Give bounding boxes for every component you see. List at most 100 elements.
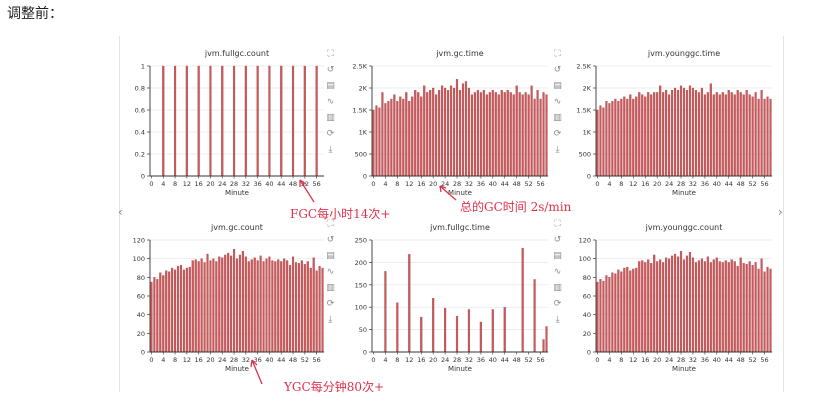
data-view-icon[interactable]: ▤	[553, 81, 562, 91]
bar	[721, 92, 724, 177]
bar	[176, 265, 180, 353]
x-tick-label: 40	[713, 356, 721, 364]
x-tick-label: 40	[265, 180, 273, 188]
bar	[521, 247, 524, 353]
y-tick-label: 100	[355, 304, 367, 312]
bar	[712, 259, 715, 353]
zoom-icon[interactable]: ⛶	[554, 49, 561, 59]
bar	[280, 261, 283, 353]
bar	[277, 259, 280, 353]
bar	[458, 90, 462, 177]
chart-gc-time: jvm.gc.time 0 500 1K 1.5K 2K 2.5K 0 4 8 12 16 20 24 28…	[342, 44, 554, 204]
undo-zoom-icon[interactable]: ↺	[326, 235, 335, 245]
bar-icon[interactable]: ▥	[553, 283, 562, 293]
line-icon[interactable]: ∿	[326, 97, 335, 107]
bar	[676, 256, 680, 353]
bar	[482, 90, 485, 177]
x-tick-label: 36	[254, 356, 262, 364]
x-tick-label: 24	[218, 356, 226, 364]
x-tick-label: 16	[641, 356, 649, 364]
line-icon[interactable]: ∿	[553, 97, 562, 107]
bar-icon[interactable]: ▥	[326, 113, 335, 123]
restore-icon[interactable]: ⟳	[553, 299, 562, 309]
download-icon[interactable]: ⤓	[328, 315, 333, 325]
nav-left-icon[interactable]: ‹	[118, 205, 123, 219]
data-view-icon[interactable]: ▤	[326, 81, 335, 91]
bar	[769, 98, 772, 177]
y-tick-label: 0	[587, 349, 591, 357]
y-tick-label: 20	[137, 330, 145, 338]
bar	[209, 65, 212, 177]
bar	[491, 309, 494, 353]
bar-icon[interactable]: ▥	[553, 113, 562, 123]
nav-right-icon[interactable]: ›	[778, 205, 783, 219]
line-icon[interactable]: ∿	[326, 267, 335, 277]
y-tick-label: 2K	[359, 85, 368, 93]
x-tick-label: 32	[242, 180, 250, 188]
bar	[650, 263, 653, 353]
bar	[745, 90, 748, 177]
bar	[291, 256, 295, 353]
bar	[530, 85, 533, 177]
restore-icon[interactable]: ⟳	[553, 129, 562, 139]
restore-icon[interactable]: ⟳	[326, 129, 335, 139]
x-tick-label: 28	[677, 180, 685, 188]
restore-icon[interactable]: ⟳	[326, 299, 335, 309]
download-icon[interactable]: ⤓	[328, 145, 333, 155]
bar	[512, 94, 515, 177]
bar	[426, 92, 429, 177]
x-tick-label: 20	[429, 180, 437, 188]
bar	[286, 260, 289, 353]
x-tick-label: 8	[173, 180, 177, 188]
annotation-ygc: YGC每分钟80次+	[284, 380, 385, 394]
bar	[171, 267, 174, 353]
bar	[303, 264, 306, 353]
bar	[727, 90, 730, 177]
x-tick-label: 4	[607, 356, 611, 364]
line-icon[interactable]: ∿	[553, 267, 562, 277]
data-view-icon[interactable]: ▤	[326, 251, 335, 261]
bar	[265, 258, 268, 353]
y-tick-label: 80	[583, 274, 591, 282]
x-tick-label: 32	[689, 356, 697, 364]
y-tick-label: 100	[133, 255, 145, 263]
x-tick-label: 52	[301, 356, 309, 364]
data-view-icon[interactable]: ▤	[553, 251, 562, 261]
bar	[372, 109, 375, 177]
bar	[766, 266, 769, 353]
download-icon[interactable]: ⤓	[555, 315, 560, 325]
x-tick-label: 44	[725, 356, 733, 364]
x-tick-label: 40	[265, 356, 273, 364]
bar	[617, 101, 620, 177]
bar	[185, 65, 188, 177]
bar	[739, 92, 742, 177]
bar	[515, 85, 518, 177]
bar	[182, 269, 185, 353]
x-tick-label: 52	[301, 180, 309, 188]
bar	[384, 271, 387, 353]
bar	[659, 259, 662, 353]
bar	[402, 98, 405, 177]
undo-zoom-icon[interactable]: ↺	[553, 235, 562, 245]
bar	[545, 94, 548, 177]
bar	[647, 92, 650, 177]
bar	[679, 85, 683, 177]
bar	[479, 92, 482, 177]
bar	[381, 92, 384, 177]
bar	[533, 279, 536, 353]
x-tick-label: 0	[149, 180, 153, 188]
undo-zoom-icon[interactable]: ↺	[326, 65, 335, 75]
x-axis-label: Minute	[672, 189, 696, 197]
bar	[318, 265, 321, 353]
zoom-icon[interactable]: ⛶	[554, 219, 561, 229]
bar-icon[interactable]: ▥	[326, 283, 335, 293]
x-tick-label: 12	[183, 180, 191, 188]
download-icon[interactable]: ⤓	[555, 145, 560, 155]
zoom-icon[interactable]: ⛶	[327, 219, 334, 229]
bar	[268, 65, 271, 177]
x-tick-label: 28	[230, 356, 238, 364]
bar	[174, 269, 177, 353]
undo-zoom-icon[interactable]: ↺	[553, 65, 562, 75]
zoom-icon[interactable]: ⛶	[327, 49, 334, 59]
x-tick-label: 8	[173, 356, 177, 364]
